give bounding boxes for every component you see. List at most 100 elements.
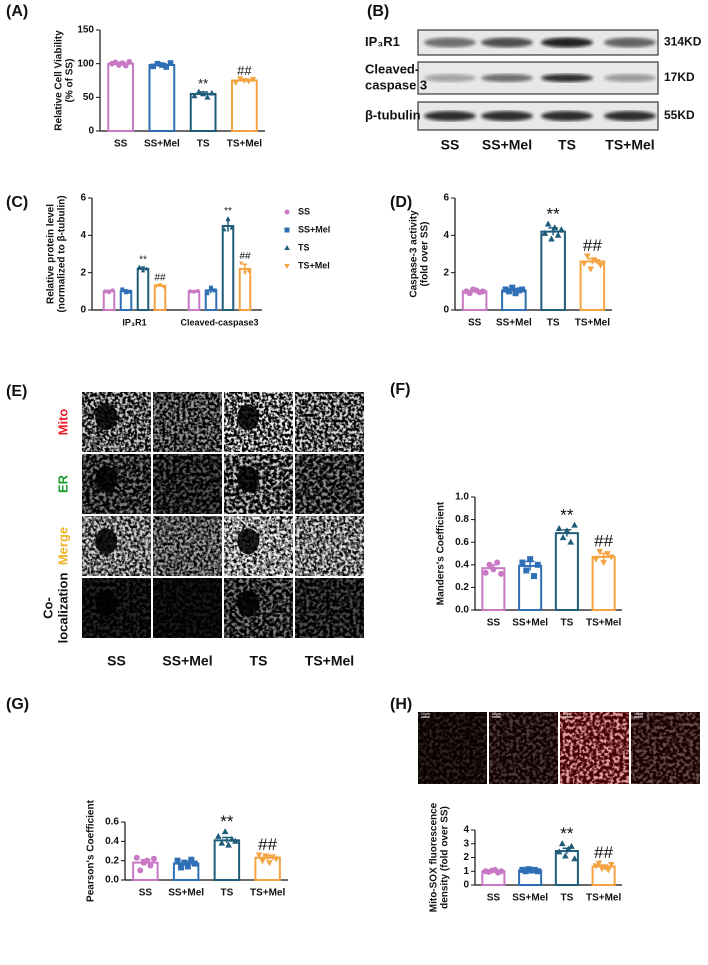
bar: [231, 79, 258, 132]
data-point: [525, 866, 532, 873]
data-point: [195, 288, 200, 293]
annotation: ##: [594, 843, 613, 862]
bar: [153, 284, 167, 312]
micrograph-signal: [224, 392, 293, 452]
x-tick-label: SS+Mel: [168, 888, 204, 899]
data-point: [596, 548, 604, 555]
micrograph-signal: [224, 516, 293, 576]
panel-label: (B): [367, 3, 389, 20]
data-point: [541, 229, 549, 236]
data-point: [215, 832, 222, 839]
micrograph-signal: [295, 392, 364, 452]
bar: [107, 62, 134, 133]
bar: [221, 225, 235, 311]
data-point: [505, 288, 512, 295]
x-tick-label: Cleaved-caspase3: [180, 317, 258, 327]
x-tick-label: SS+Mel: [144, 139, 180, 150]
micrograph-signal: [489, 712, 558, 784]
data-point: [595, 860, 603, 867]
data-point: [157, 283, 163, 288]
blot-band: [541, 37, 593, 48]
data-point: [161, 285, 166, 290]
data-point: [191, 860, 198, 867]
nucleus: [95, 404, 118, 431]
data-point: [120, 287, 125, 292]
scale-bar-label: 10μm: [634, 712, 643, 716]
y-tick-label: 150: [77, 25, 94, 36]
data-point: [558, 226, 565, 233]
micrograph-signal: [224, 454, 293, 514]
data-point: [567, 538, 575, 545]
data-point: [103, 289, 108, 294]
micrograph-signal: [153, 392, 222, 452]
annotation: **: [198, 76, 208, 91]
data-point: [126, 58, 133, 65]
y-axis-label: Caspase-3 activity: [409, 210, 420, 298]
y-axis-label: density (fold over SS): [440, 806, 451, 909]
data-point: [174, 857, 181, 864]
data-point: [107, 290, 111, 295]
data-point: [228, 835, 236, 842]
image-column-label: TS: [250, 653, 268, 669]
y-tick-label: 0: [88, 126, 94, 137]
micrograph-signal: [560, 712, 629, 784]
data-point: [236, 76, 244, 82]
micrograph-tint: [418, 712, 487, 784]
data-point: [571, 855, 578, 862]
data-point: [597, 262, 604, 269]
data-point: [239, 261, 244, 266]
blot-column-label: SS: [441, 137, 460, 153]
y-tick-label: 1: [463, 866, 469, 877]
annotation: **: [547, 204, 561, 223]
image-row-label: localization: [55, 573, 70, 644]
blot-row-label: IP₃R1: [365, 34, 400, 49]
data-point: [147, 862, 154, 869]
y-tick-label: 50: [83, 92, 95, 103]
y-tick-label: 0.2: [455, 582, 469, 593]
data-point: [209, 285, 213, 290]
data-point: [159, 62, 165, 68]
data-point: [608, 554, 615, 561]
data-point: [551, 224, 559, 231]
data-point: [534, 561, 541, 568]
data-point: [284, 227, 290, 233]
blot-row-label: caspase 3: [365, 77, 427, 92]
data-point: [534, 868, 541, 875]
y-axis-label: (% of SS): [65, 59, 76, 103]
panel-label: (F): [390, 381, 410, 398]
data-point: [150, 855, 157, 862]
micrograph-signal: [224, 578, 293, 638]
micrograph-signal: [631, 712, 700, 784]
data-point: [519, 866, 526, 873]
data-point: [222, 227, 227, 232]
annotation: ##: [583, 236, 602, 255]
data-point: [563, 527, 571, 534]
data-point: [590, 257, 598, 264]
x-tick-label: SS+Mel: [512, 893, 548, 904]
data-point: [512, 290, 519, 297]
y-tick-label: 6: [80, 193, 86, 204]
data-point: [205, 291, 210, 296]
y-tick-label: 0.4: [455, 559, 469, 570]
data-point: [204, 93, 211, 100]
blot-size-label: 55KD: [664, 108, 695, 122]
data-point: [272, 856, 280, 863]
annotation: ##: [154, 272, 166, 283]
blot-band: [481, 74, 533, 82]
data-point: [479, 288, 486, 295]
y-axis-label: Mito-SOX fluorescence: [429, 802, 440, 912]
data-point: [140, 268, 146, 273]
data-point: [208, 89, 215, 96]
micrograph-signal: [295, 578, 364, 638]
data-point: [580, 260, 588, 267]
y-axis-label: Relative protein level: [46, 204, 57, 304]
x-tick-label: IP₃R1: [122, 317, 146, 327]
blot-band: [604, 111, 656, 121]
x-tick-label: TS+Mel: [586, 618, 622, 629]
data-point: [284, 209, 290, 215]
data-point: [200, 90, 207, 97]
panel-label: (D): [390, 194, 412, 211]
data-point: [531, 866, 538, 873]
x-tick-label: TS: [560, 893, 573, 904]
data-point: [241, 78, 248, 84]
